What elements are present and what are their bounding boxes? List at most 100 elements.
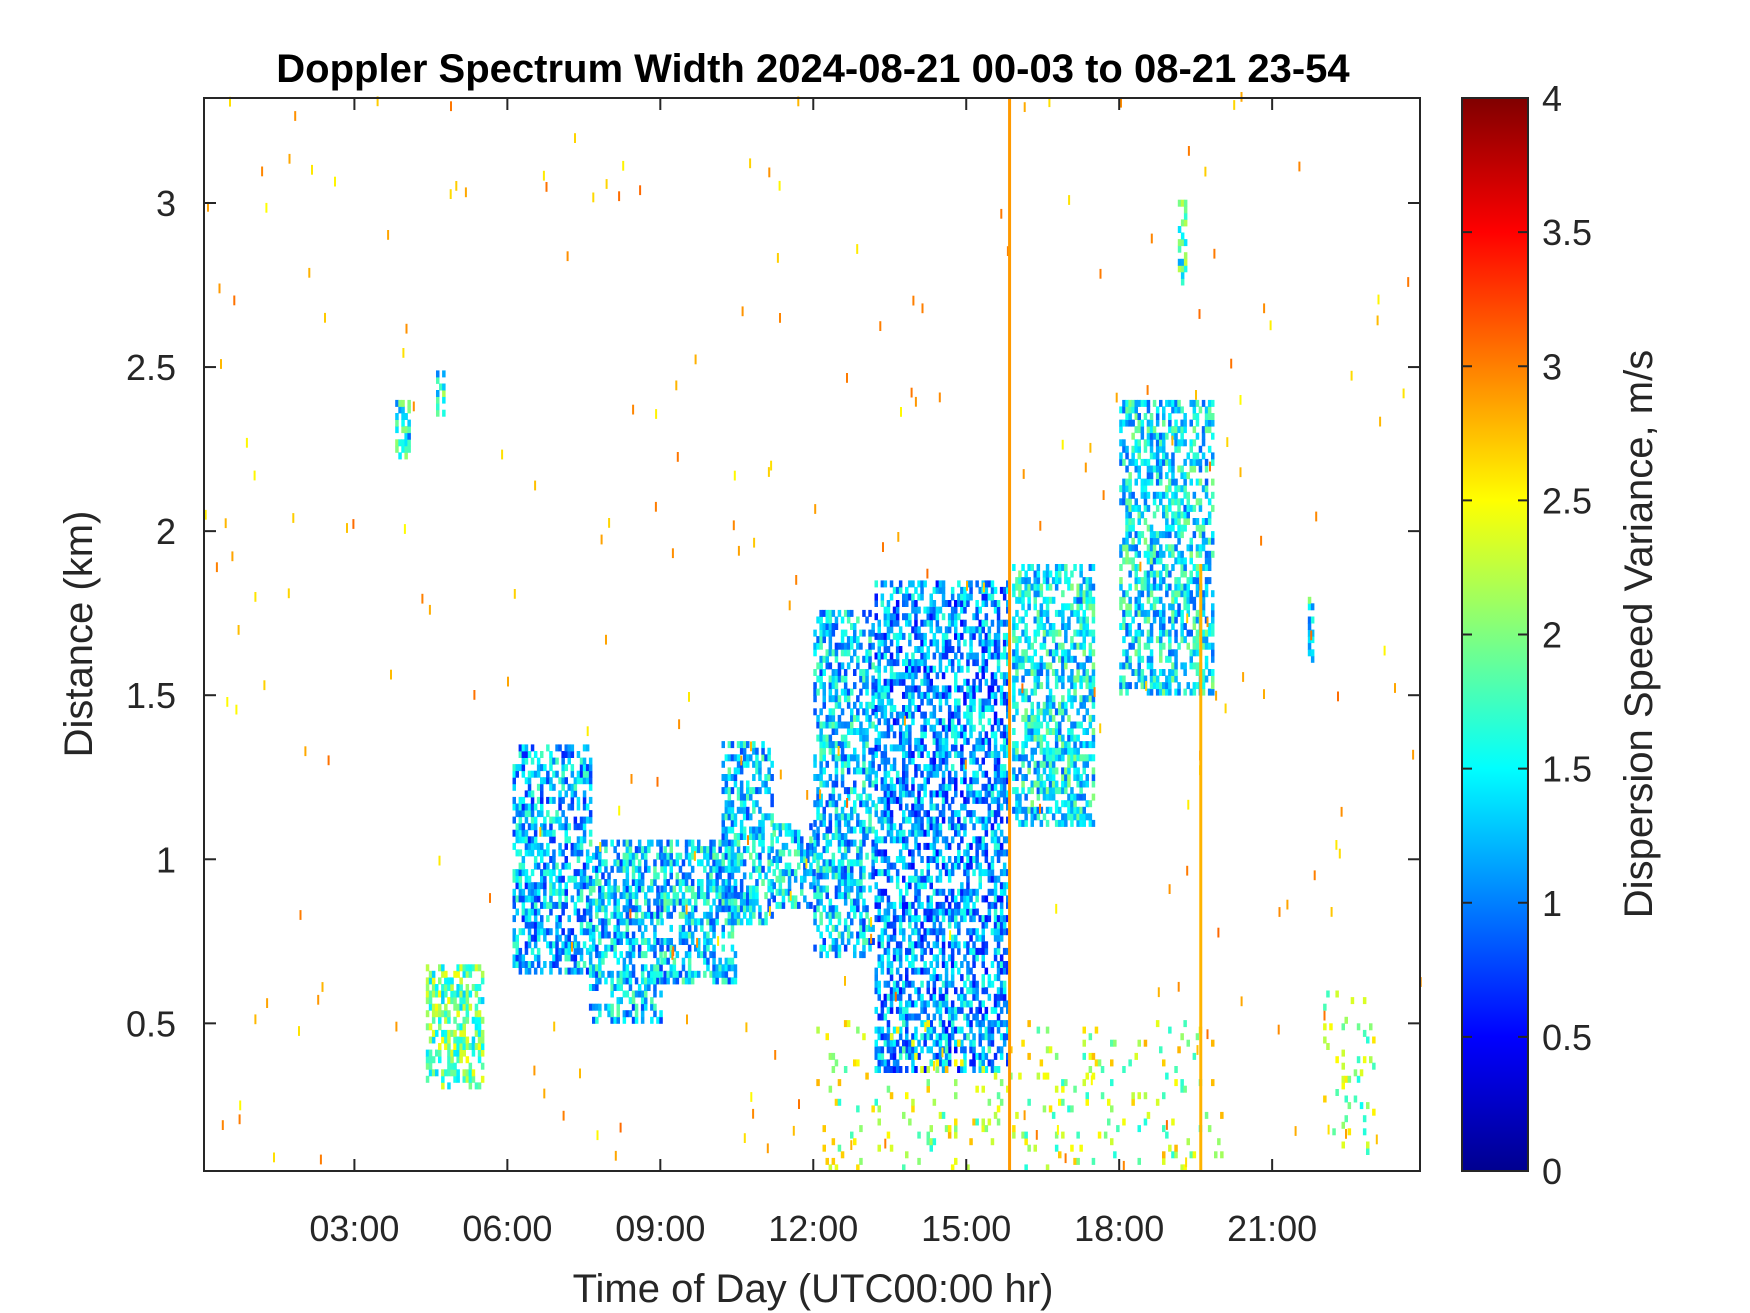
heatmap-cell: [770, 774, 774, 781]
heatmap-cell: [917, 928, 921, 936]
heatmap-cell: [886, 980, 891, 988]
heatmap-cell: [886, 1066, 891, 1073]
heatmap-cell: [1073, 760, 1077, 768]
heatmap-cell: [549, 783, 553, 791]
heatmap-cell: [862, 872, 866, 880]
heatmap-cell: [853, 780, 857, 788]
heatmap-cell: [889, 613, 894, 621]
heatmap-cell: [834, 767, 839, 775]
heatmap-cell: [981, 947, 985, 955]
heatmap-cell: [932, 685, 937, 693]
heatmap-cell: [1140, 577, 1145, 585]
heatmap-cell: [926, 915, 930, 923]
heatmap-cell: [905, 1046, 909, 1054]
heatmap-cell: [687, 924, 692, 932]
heatmap-cell: [993, 691, 998, 699]
heatmap-cell: [1054, 734, 1059, 742]
heatmap-cell: [755, 852, 759, 860]
heatmap-cell: [1125, 603, 1129, 611]
heatmap-cell: [576, 869, 581, 877]
heatmap-cell: [690, 852, 695, 860]
heatmap-cell: [700, 885, 704, 893]
heatmap-cell: [1131, 406, 1135, 414]
heatmap-cell: [902, 790, 906, 798]
heatmap-cell: [1048, 583, 1053, 591]
heatmap-cell: [546, 810, 550, 818]
heatmap-cell: [512, 961, 516, 968]
heatmap-cell: [546, 869, 550, 877]
heatmap-cell: [935, 875, 940, 883]
heatmap-cell: [1162, 458, 1166, 466]
heatmap-cell: [653, 984, 657, 991]
heatmap-cell: [859, 846, 863, 854]
heatmap-cell: [877, 915, 881, 923]
heatmap-cell: [640, 918, 645, 926]
heatmap-cell: [941, 724, 946, 732]
heatmap-cell: [1036, 629, 1041, 637]
heatmap-cell: [1054, 577, 1059, 585]
heatmap-cell: [1149, 583, 1154, 591]
heatmap-cell: [969, 934, 973, 942]
heatmap-cell: [898, 823, 903, 831]
heatmap-cell: [721, 977, 725, 985]
heatmap-cell: [555, 928, 559, 936]
heatmap-cell: [1165, 524, 1169, 532]
heatmap-cell: [1125, 688, 1129, 696]
heatmap-cell: [972, 1013, 976, 1021]
heatmap-cell: [727, 859, 732, 867]
heatmap-cell: [975, 842, 979, 850]
heatmap-cell: [954, 606, 958, 614]
heatmap-cell: [850, 688, 854, 696]
heatmap-cell: [555, 921, 559, 929]
heatmap-cell: [957, 921, 961, 929]
heatmap-cell: [640, 997, 645, 1005]
heatmap-cell: [1146, 616, 1151, 624]
heatmap-cell: [993, 901, 998, 909]
heatmap-cell: [721, 839, 725, 847]
heatmap-cell: [892, 1066, 897, 1073]
heatmap-cell: [871, 859, 875, 867]
heatmap-cell: [840, 774, 845, 781]
heatmap-cell: [1143, 675, 1148, 683]
heatmap-cell: [736, 760, 741, 768]
heatmap-cell: [634, 938, 639, 945]
heatmap-cell: [932, 1052, 937, 1060]
heatmap-cell: [892, 921, 897, 929]
heatmap-cell: [634, 846, 639, 854]
heatmap-cell: [1018, 583, 1022, 591]
heatmap-cell: [755, 754, 759, 762]
heatmap-cell: [687, 859, 692, 867]
heatmap-cell: [558, 842, 562, 850]
heatmap-cell: [653, 931, 657, 939]
heatmap-cell: [837, 879, 842, 886]
heatmap-cell: [1048, 662, 1053, 670]
heatmap-cell: [770, 846, 774, 854]
heatmap-cell: [932, 941, 937, 949]
heatmap-cell: [549, 751, 553, 758]
heatmap-cell: [784, 888, 789, 896]
heatmap-cell: [984, 816, 989, 824]
heatmap-cell: [944, 980, 949, 988]
heatmap-cell: [850, 787, 854, 795]
heatmap-cell: [663, 846, 667, 854]
heatmap-cell: [628, 885, 633, 893]
heatmap-cell: [640, 885, 645, 893]
heatmap-cell: [834, 728, 839, 735]
heatmap-cell: [892, 1046, 897, 1054]
heatmap-cell: [555, 810, 559, 818]
heatmap-cell: [697, 879, 701, 886]
heatmap-cell: [1140, 675, 1145, 683]
heatmap-cell: [1067, 800, 1071, 808]
heatmap-cell: [825, 826, 829, 834]
heatmap-cell: [947, 639, 952, 647]
heatmap-cell: [1042, 701, 1047, 709]
heatmap-cell: [650, 918, 654, 926]
heatmap-cell: [938, 659, 943, 667]
heatmap-cell: [865, 649, 869, 657]
heatmap-cell: [984, 1052, 989, 1060]
heatmap-cell: [929, 665, 933, 673]
heatmap-cell: [911, 875, 915, 883]
heatmap-cell: [813, 629, 817, 637]
heatmap-cell: [1119, 662, 1123, 670]
heatmap-cell: [920, 993, 924, 1001]
